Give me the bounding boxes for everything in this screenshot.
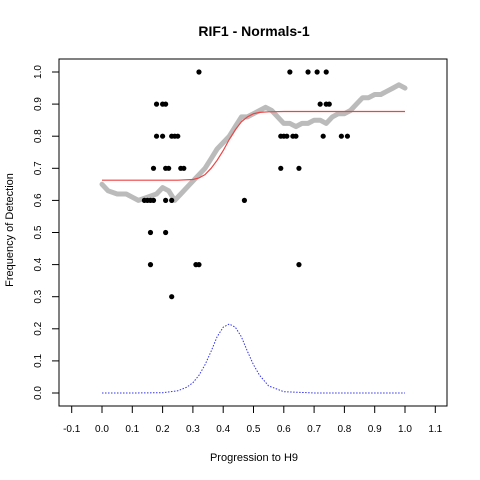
chart-title: RIF1 - Normals-1 bbox=[198, 23, 309, 39]
x-tick-label: 1.0 bbox=[398, 424, 412, 435]
x-tick-label: 0.1 bbox=[125, 424, 139, 435]
x-tick-label: 0.6 bbox=[277, 424, 291, 435]
y-tick-label: 0.2 bbox=[33, 321, 44, 335]
data-point bbox=[160, 133, 166, 139]
y-tick-label: 0.4 bbox=[33, 257, 44, 271]
data-point bbox=[320, 133, 326, 139]
data-point bbox=[166, 165, 172, 171]
x-axis-label: Progression to H9 bbox=[210, 452, 298, 464]
data-point bbox=[323, 69, 329, 75]
data-point bbox=[317, 101, 323, 107]
data-point bbox=[314, 69, 320, 75]
y-tick-label: 0.3 bbox=[33, 289, 44, 303]
data-point bbox=[163, 101, 169, 107]
data-point bbox=[150, 197, 157, 203]
x-tick-label: 0.5 bbox=[247, 424, 261, 435]
x-tick-label: 0.0 bbox=[95, 424, 109, 435]
data-point bbox=[163, 229, 169, 236]
data-point bbox=[296, 165, 302, 171]
x-tick-label: 0.3 bbox=[186, 424, 200, 435]
data-point bbox=[305, 69, 311, 75]
y-tick-label: 0.7 bbox=[33, 161, 44, 175]
x-tick-label: 0.2 bbox=[156, 424, 170, 435]
data-point bbox=[326, 101, 332, 107]
data-point bbox=[163, 197, 169, 203]
x-tick-label: 0.8 bbox=[337, 424, 351, 435]
data-point bbox=[293, 133, 299, 139]
density-curve bbox=[102, 323, 405, 394]
data-point bbox=[287, 69, 293, 75]
x-axis: -0.1 0.0 0.1 0.2 0.3 0.4 0.5 0.6 0.7 0.8 0.9 1.0 1.1 bbox=[63, 406, 443, 435]
data-point bbox=[181, 165, 187, 171]
data-point bbox=[147, 262, 154, 268]
data-point bbox=[169, 294, 175, 300]
data-point bbox=[147, 229, 154, 236]
y-axis: 0.0 0.1 0.2 0.3 0.4 0.5 0.6 0.7 0.8 0.9 1.0 bbox=[33, 65, 59, 400]
y-tick-label: 0.8 bbox=[33, 129, 44, 143]
x-tick-label: 0.4 bbox=[216, 424, 230, 435]
y-tick-label: 1.0 bbox=[33, 65, 44, 79]
data-point bbox=[284, 133, 290, 139]
y-axis-label: Frequency of Detection bbox=[4, 173, 16, 287]
data-point bbox=[241, 197, 248, 203]
plot-area bbox=[99, 69, 408, 394]
x-tick-label: -0.1 bbox=[63, 424, 81, 435]
y-tick-label: 0.6 bbox=[33, 193, 44, 207]
x-tick-label: 0.7 bbox=[307, 424, 321, 435]
fitted-sigmoid-line bbox=[102, 110, 405, 181]
data-point bbox=[278, 165, 284, 171]
data-point bbox=[338, 133, 344, 139]
data-point bbox=[296, 262, 302, 268]
data-point bbox=[153, 133, 160, 139]
data-point bbox=[196, 262, 202, 268]
y-tick-label: 0.9 bbox=[33, 97, 44, 111]
y-tick-label: 0.5 bbox=[33, 225, 44, 239]
data-point bbox=[153, 101, 160, 107]
data-point bbox=[196, 69, 202, 75]
data-point bbox=[169, 197, 175, 203]
x-tick-label: 0.9 bbox=[368, 424, 382, 435]
x-tick-label: 1.1 bbox=[428, 424, 442, 435]
y-tick-label: 0.1 bbox=[33, 354, 44, 368]
smoothed-frequency-line bbox=[99, 82, 408, 203]
data-point bbox=[150, 165, 157, 171]
data-point bbox=[175, 133, 181, 139]
y-tick-label: 0.0 bbox=[33, 386, 44, 400]
data-point bbox=[344, 133, 351, 139]
